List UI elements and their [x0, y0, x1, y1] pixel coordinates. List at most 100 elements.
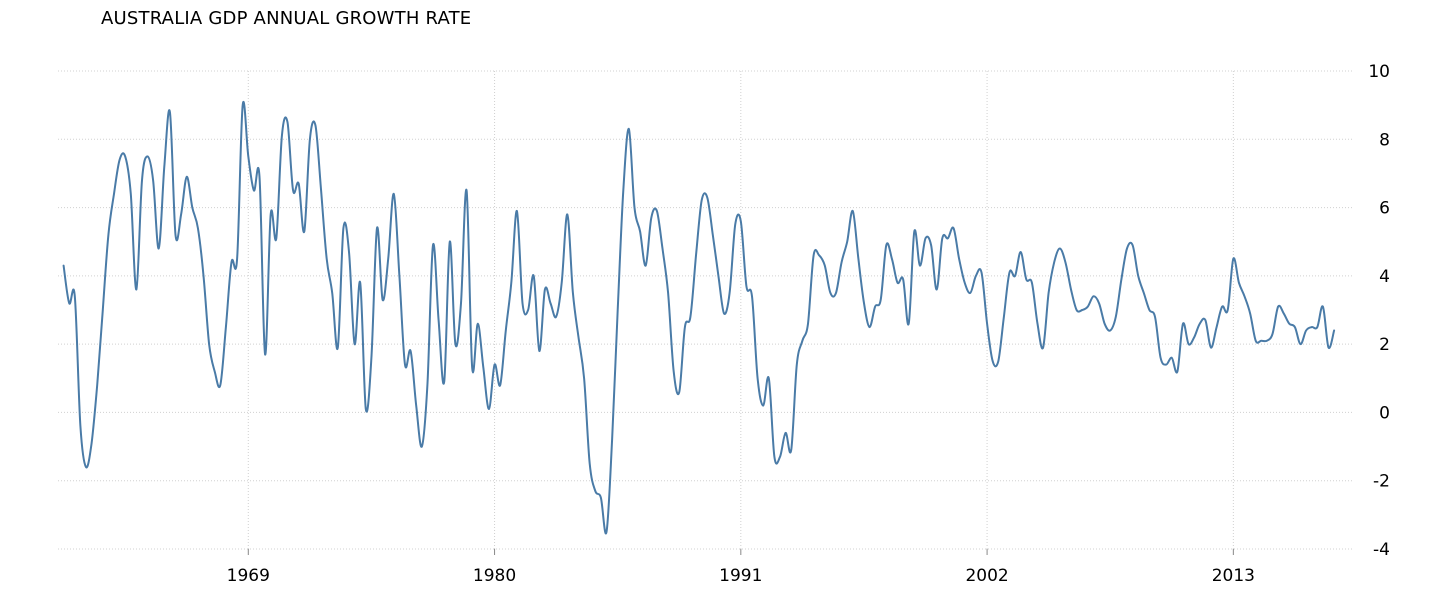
chart-title: AUSTRALIA GDP ANNUAL GROWTH RATE — [101, 8, 472, 29]
data-point — [794, 362, 799, 367]
data-point — [559, 280, 564, 285]
data-point — [425, 383, 430, 388]
data-point — [834, 290, 839, 295]
data-point — [778, 454, 783, 459]
data-point — [492, 362, 497, 367]
data-point — [845, 239, 850, 244]
series-line — [62, 101, 1336, 535]
data-point — [375, 226, 380, 231]
data-point — [498, 383, 503, 388]
data-point — [341, 226, 346, 231]
data-point — [531, 273, 536, 278]
y-tick-label: 2 — [1379, 335, 1390, 355]
data-point — [285, 120, 290, 125]
data-point — [1091, 294, 1096, 299]
data-point — [1276, 304, 1281, 309]
data-point — [699, 198, 704, 203]
data-point — [789, 448, 794, 453]
data-point — [587, 461, 592, 466]
data-point — [319, 188, 324, 193]
data-point — [302, 229, 307, 234]
data-point — [694, 253, 699, 258]
data-point — [100, 308, 105, 313]
data-point — [442, 379, 447, 384]
data-point — [570, 290, 575, 295]
data-point — [67, 301, 72, 306]
data-point — [1164, 362, 1169, 367]
data-point — [598, 495, 603, 500]
data-point — [1130, 243, 1135, 248]
series-layer — [61, 101, 1336, 535]
data-point — [1013, 273, 1018, 278]
data-point — [654, 209, 659, 214]
data-point — [1203, 318, 1208, 323]
data-point — [604, 529, 609, 534]
data-point — [514, 209, 519, 214]
data-point — [106, 232, 111, 237]
data-point — [1326, 345, 1331, 350]
data-point — [973, 273, 978, 278]
data-point — [279, 133, 284, 138]
data-point — [688, 314, 693, 319]
data-point — [274, 236, 279, 241]
data-point — [89, 441, 94, 446]
data-point — [268, 212, 273, 217]
data-point — [503, 328, 508, 333]
data-point — [744, 284, 749, 289]
data-point — [117, 157, 122, 162]
data-point — [738, 219, 743, 224]
data-point — [475, 321, 480, 326]
data-point — [1029, 280, 1034, 285]
data-point — [291, 188, 296, 193]
data-point — [78, 424, 83, 429]
y-tick-label: 8 — [1379, 130, 1390, 150]
data-point — [167, 110, 172, 115]
data-point — [358, 280, 363, 285]
y-tick-label: 6 — [1379, 199, 1390, 219]
data-point — [979, 270, 984, 275]
data-point — [330, 290, 335, 295]
data-point — [929, 243, 934, 248]
x-tick-label: 1991 — [719, 566, 762, 586]
data-point — [1320, 304, 1325, 309]
data-point — [750, 294, 755, 299]
data-point — [1063, 260, 1068, 265]
data-point — [1197, 321, 1202, 326]
data-point — [1024, 277, 1029, 282]
data-point — [179, 212, 184, 217]
data-point — [761, 403, 766, 408]
data-point — [565, 212, 570, 217]
data-point — [134, 287, 139, 292]
data-point — [257, 174, 262, 179]
data-point — [212, 369, 217, 374]
data-point — [1108, 328, 1113, 333]
data-point — [61, 263, 66, 268]
data-point — [173, 232, 178, 237]
data-point — [263, 352, 268, 357]
data-point — [397, 273, 402, 278]
data-point — [822, 263, 827, 268]
data-point — [190, 205, 195, 210]
data-point — [419, 444, 424, 449]
data-point — [363, 407, 368, 412]
data-point — [140, 178, 145, 183]
data-point — [391, 191, 396, 196]
data-point — [638, 229, 643, 234]
data-point — [218, 383, 223, 388]
data-point — [145, 154, 150, 159]
data-point — [1220, 304, 1225, 309]
data-point — [962, 280, 967, 285]
data-point — [626, 127, 631, 132]
data-point — [95, 383, 100, 388]
y-tick-label: 0 — [1379, 403, 1390, 423]
data-point — [1158, 355, 1163, 360]
data-point — [705, 195, 710, 200]
data-point — [682, 325, 687, 330]
data-point — [184, 174, 189, 179]
data-point — [1147, 308, 1152, 313]
data-point — [453, 342, 458, 347]
data-point — [1253, 338, 1258, 343]
data-point — [990, 359, 995, 364]
data-point — [481, 366, 486, 371]
data-point — [945, 236, 950, 241]
